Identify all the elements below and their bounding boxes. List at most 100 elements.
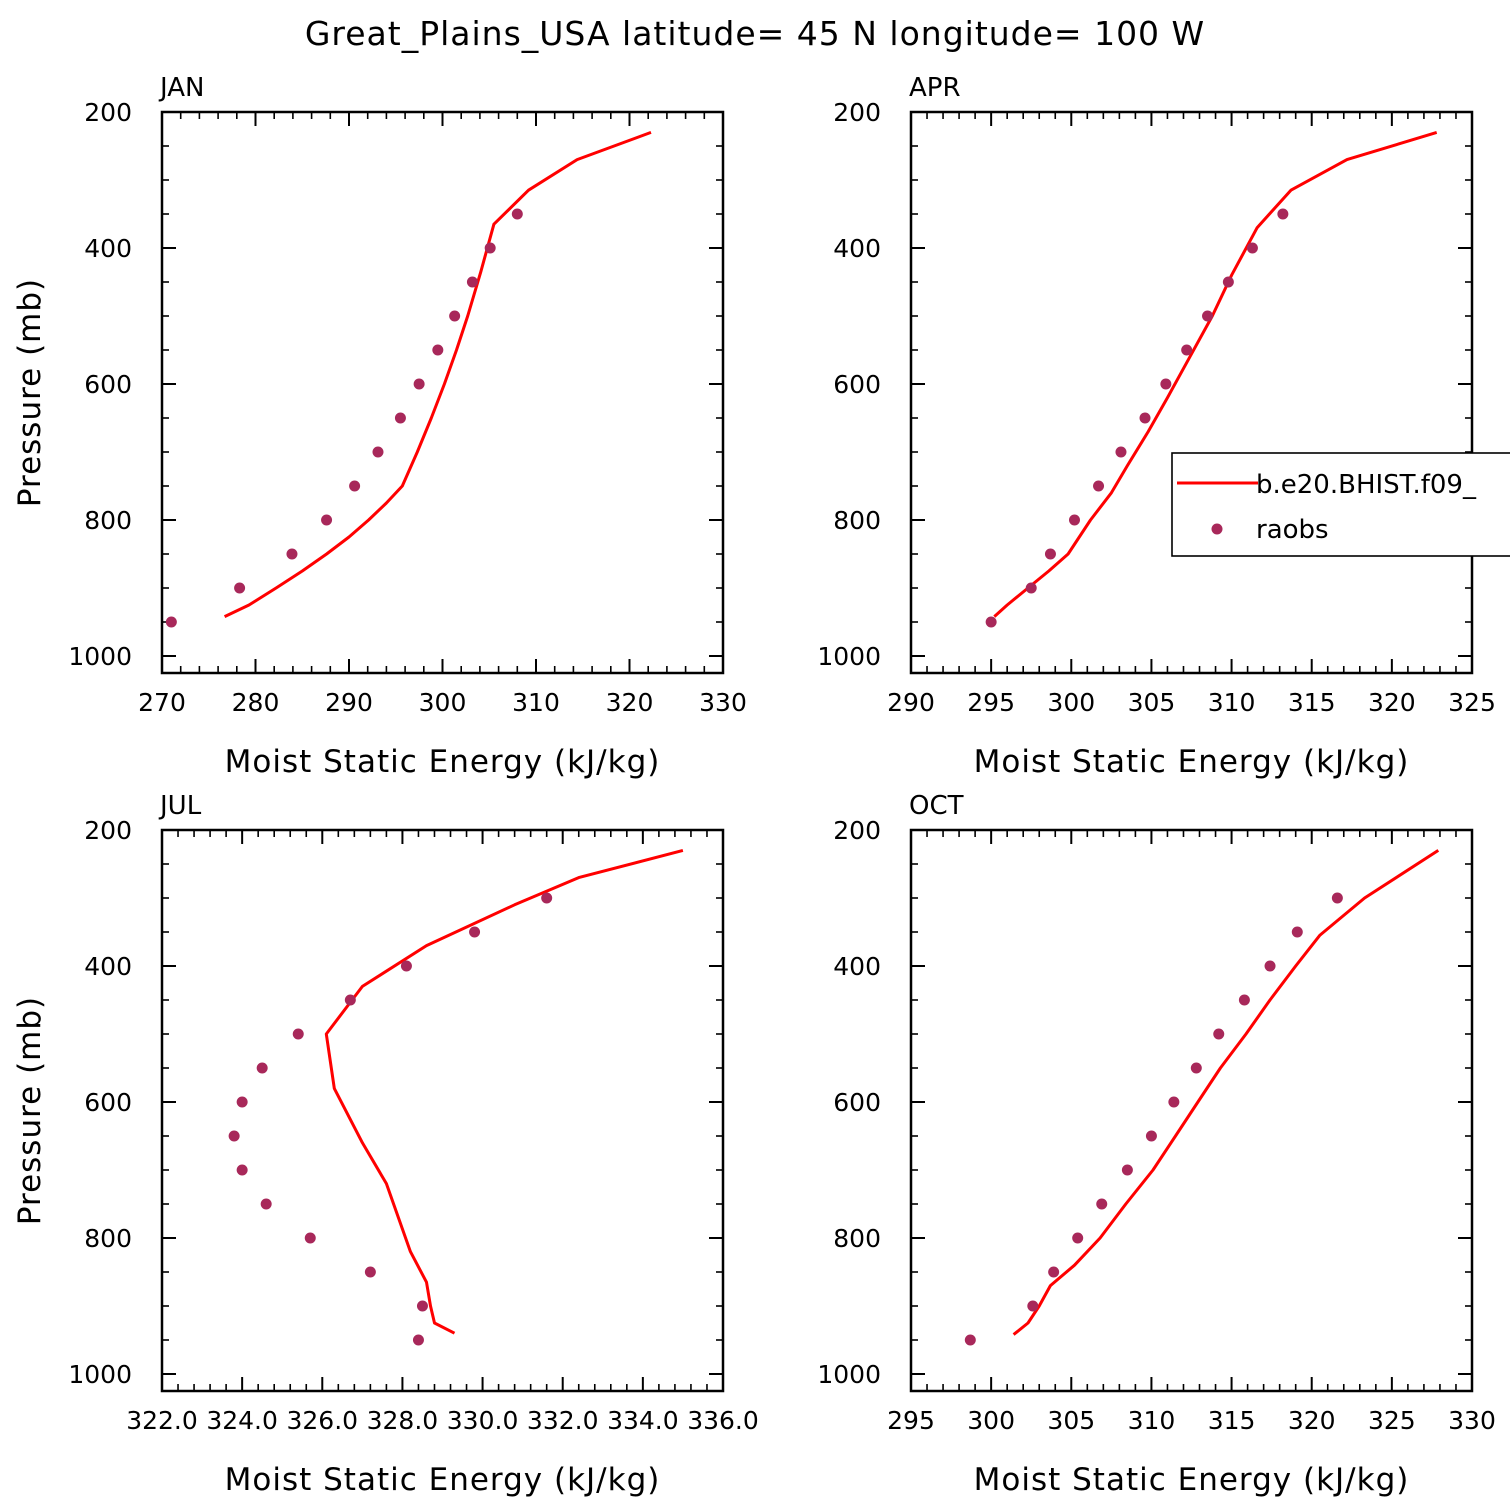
raobs-point — [1213, 1028, 1225, 1040]
raobs-point — [1115, 446, 1127, 458]
raobs-point — [260, 1198, 272, 1210]
plot-frame — [160, 828, 725, 1393]
raobs-point — [234, 582, 246, 594]
x-tick-label: 290 — [887, 688, 935, 717]
y-tick-label: 600 — [833, 1088, 881, 1117]
x-tick-label: 300 — [967, 1406, 1015, 1435]
raobs-point — [236, 1096, 248, 1108]
series-model-line — [993, 130, 1438, 618]
legend-label-model: b.e20.BHIST.f09_ — [1256, 470, 1477, 500]
raobs-point — [416, 1300, 428, 1312]
raobs-point — [364, 1266, 376, 1278]
raobs-point — [1068, 514, 1080, 526]
raobs-point — [1222, 276, 1234, 288]
y-axis-label: Pressure (mb) — [12, 996, 48, 1225]
x-tick-label: 330.0 — [447, 1406, 519, 1435]
raobs-point — [1331, 892, 1343, 904]
y-tick-label: 600 — [833, 370, 881, 399]
raobs-point — [1291, 926, 1303, 938]
x-axis-label: Moist Static Energy (kJ/kg) — [225, 744, 661, 780]
raobs-point — [1168, 1096, 1180, 1108]
raobs-point — [511, 208, 523, 220]
y-tick-label: 800 — [833, 506, 881, 535]
x-tick-label: 310 — [512, 688, 560, 717]
x-tick-label: 328.0 — [367, 1406, 439, 1435]
raobs-point — [256, 1062, 268, 1074]
x-tick-label: 305 — [1047, 1406, 1095, 1435]
raobs-point — [1277, 208, 1289, 220]
raobs-point — [449, 310, 461, 322]
raobs-point — [1145, 1130, 1157, 1142]
raobs-point — [1246, 242, 1258, 254]
raobs-point — [236, 1164, 248, 1176]
raobs-point — [1238, 994, 1250, 1006]
x-tick-label: 324.0 — [206, 1406, 278, 1435]
y-tick-label: 200 — [833, 98, 881, 127]
x-tick-label: 320 — [1368, 688, 1416, 717]
panel-jan: JAN 270 280 290 300 310 320 330 Moist Static Ene… — [12, 73, 747, 780]
y-tick-label: 400 — [833, 234, 881, 263]
panel-apr: APR 290 295 300 305 310 315 320 325 Moist Static … — [817, 73, 1510, 780]
y-tick-label: 1000 — [68, 642, 132, 671]
panels: JAN 270 280 290 300 310 320 330 Moist Static Ene… — [12, 73, 1510, 1498]
raobs-point — [985, 616, 997, 628]
series-model-line — [324, 848, 684, 1335]
x-tick-label: 320 — [1288, 1406, 1336, 1435]
panel-label: OCT — [909, 791, 964, 821]
raobs-point — [413, 378, 425, 390]
raobs-point — [484, 242, 496, 254]
x-tick-label: 300 — [419, 688, 467, 717]
raobs-point — [466, 276, 478, 288]
x-tick-label: 325 — [1448, 688, 1496, 717]
y-tick-label: 1000 — [817, 1360, 881, 1389]
figure-title: Great_Plains_USA latitude= 45 N longitud… — [305, 14, 1205, 53]
plot-frame — [909, 110, 1474, 675]
raobs-point — [1264, 960, 1276, 972]
y-tick-label: 200 — [84, 816, 132, 845]
x-tick-label: 330 — [1448, 1406, 1496, 1435]
y-tick-label: 600 — [84, 1088, 132, 1117]
y-tick-label: 400 — [84, 952, 132, 981]
x-tick-label: 334.0 — [607, 1406, 679, 1435]
x-tick-label: 310 — [1128, 1406, 1176, 1435]
raobs-point — [321, 514, 333, 526]
y-tick-label: 400 — [84, 234, 132, 263]
raobs-point — [964, 1334, 976, 1346]
x-tick-label: 310 — [1208, 688, 1256, 717]
raobs-point — [1072, 1232, 1084, 1244]
x-tick-label: 322.0 — [126, 1406, 198, 1435]
raobs-point — [412, 1334, 424, 1346]
raobs-point — [1121, 1164, 1133, 1176]
panel-jul: JUL 322.0 324.0 326.0 328.0 330.0 332.0 334.0 33… — [12, 791, 759, 1498]
series-model-line — [223, 130, 652, 618]
x-tick-label: 325 — [1368, 1406, 1416, 1435]
legend-label-raobs: raobs — [1256, 515, 1329, 545]
raobs-point — [1160, 378, 1172, 390]
y-tick-label: 600 — [84, 370, 132, 399]
x-axis-label: Moist Static Energy (kJ/kg) — [974, 744, 1410, 780]
x-tick-label: 320 — [606, 688, 654, 717]
raobs-point — [344, 994, 356, 1006]
x-tick-label: 290 — [325, 688, 373, 717]
raobs-point — [1181, 344, 1193, 356]
raobs-point — [1093, 480, 1105, 492]
raobs-point — [469, 926, 481, 938]
raobs-point — [1139, 412, 1151, 424]
raobs-point — [541, 892, 553, 904]
x-tick-label: 280 — [232, 688, 280, 717]
series-model-line — [1012, 849, 1440, 1336]
x-tick-label: 336.0 — [687, 1406, 759, 1435]
x-tick-label: 300 — [1047, 688, 1095, 717]
legend-box — [1171, 452, 1510, 557]
y-tick-label: 800 — [84, 1224, 132, 1253]
y-tick-label: 800 — [833, 1224, 881, 1253]
raobs-point — [1048, 1266, 1060, 1278]
legend: b.e20.BHIST.f09_raobs — [1171, 452, 1510, 557]
raobs-point — [1044, 548, 1056, 560]
x-tick-label: 315 — [1288, 688, 1336, 717]
raobs-point — [400, 960, 412, 972]
raobs-point — [1190, 1062, 1202, 1074]
x-tick-label: 270 — [138, 688, 186, 717]
y-axis-label: Pressure (mb) — [12, 278, 48, 507]
raobs-point — [1025, 582, 1037, 594]
